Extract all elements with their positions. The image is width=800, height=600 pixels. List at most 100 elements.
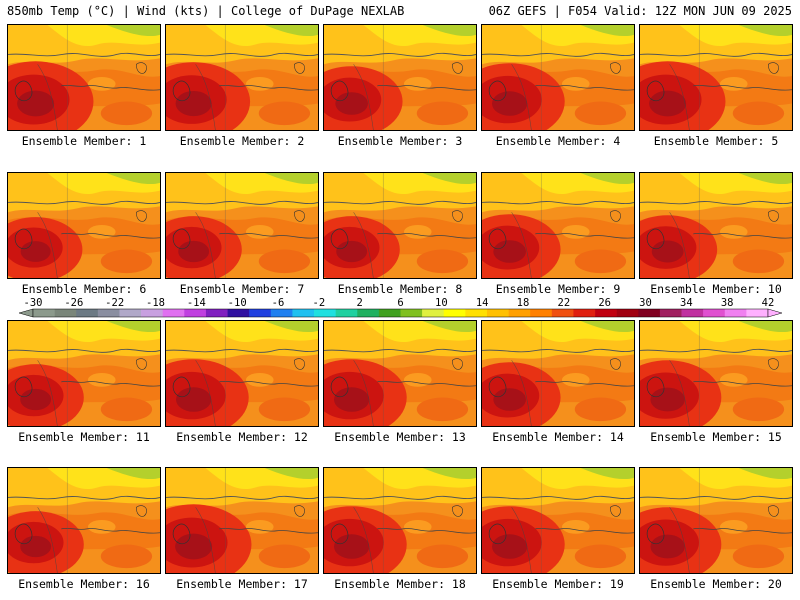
colorbar-swatch	[703, 309, 726, 317]
colorbar-tick-label: -22	[105, 297, 124, 309]
colorbar-tick-label: 42	[762, 297, 775, 309]
colorbar-swatch	[422, 309, 445, 317]
temperature-field	[482, 25, 634, 130]
ensemble-member-map-11	[7, 320, 161, 427]
ensemble-member-map-16	[7, 467, 161, 574]
colorbar-tick-label: 14	[476, 297, 489, 309]
colorbar-swatch	[270, 309, 293, 317]
ensemble-member-map-15	[639, 320, 793, 427]
temperature-field	[166, 468, 318, 573]
colorbar-swatch	[400, 309, 423, 317]
ensemble-member-label: Ensemble Member: 18	[334, 577, 466, 591]
ensemble-member-map-2	[165, 24, 319, 131]
colorbar-swatch	[638, 309, 661, 317]
ensemble-member-map-6	[7, 172, 161, 279]
ensemble-member-map-3	[323, 24, 477, 131]
temperature-field	[640, 321, 792, 426]
temperature-field	[482, 321, 634, 426]
ensemble-member-label: Ensemble Member: 12	[176, 430, 308, 444]
ensemble-member-label: Ensemble Member: 7	[179, 282, 305, 296]
ensemble-member-label: Ensemble Member: 5	[653, 134, 779, 148]
colorbar-swatch	[551, 309, 574, 317]
ensemble-member-map-7	[165, 172, 319, 279]
colorbar-swatch	[314, 309, 336, 317]
temperature-field	[8, 25, 160, 130]
ensemble-member-map-4	[481, 24, 635, 131]
colorbar-swatch	[249, 309, 272, 317]
map-header-valid-time: 06Z GEFS | F054 Valid: 12Z MON JUN 09 20…	[488, 4, 792, 18]
ensemble-member-label: Ensemble Member: 3	[337, 134, 463, 148]
temperature-field	[166, 173, 318, 278]
ensemble-member-label: Ensemble Member: 11	[18, 430, 150, 444]
colorbar-swatch	[119, 309, 142, 317]
colorbar-swatch	[378, 309, 401, 317]
colorbar-tick-label: -14	[187, 297, 206, 309]
colorbar-tick-label: -2	[313, 297, 326, 309]
colorbar-swatch	[659, 309, 682, 317]
colorbar-tick-label: -26	[64, 297, 83, 309]
temperature-colorbar: -30 -26 -22 -18 -14 -10 -6 -2 2 6 10 14 18 22 26 30 34 38…	[18, 297, 783, 318]
temperature-field	[324, 25, 476, 130]
temperature-field	[324, 321, 476, 426]
colorbar-tick-label: -6	[272, 297, 285, 309]
colorbar-swatch	[33, 309, 55, 317]
ensemble-member-label: Ensemble Member: 14	[492, 430, 624, 444]
colorbar-swatch	[486, 309, 509, 317]
ensemble-member-map-17	[165, 467, 319, 574]
temperature-field	[324, 468, 476, 573]
colorbar-swatch	[97, 309, 120, 317]
colorbar-swatch	[616, 309, 639, 317]
colorbar-tick-label: 22	[558, 297, 571, 309]
colorbar-swatch	[227, 309, 250, 317]
colorbar-tick-label: 26	[598, 297, 611, 309]
temperature-field	[8, 173, 160, 278]
colorbar-swatch	[595, 309, 617, 317]
ensemble-member-label: Ensemble Member: 8	[337, 282, 463, 296]
ensemble-member-map-5	[639, 24, 793, 131]
temperature-field	[640, 468, 792, 573]
ensemble-member-map-19	[481, 467, 635, 574]
ensemble-member-map-8	[323, 172, 477, 279]
colorbar-tick-label: 38	[721, 297, 734, 309]
ensemble-member-map-12	[165, 320, 319, 427]
ensemble-member-map-9	[481, 172, 635, 279]
ensemble-member-map-1	[7, 24, 161, 131]
ensemble-member-label: Ensemble Member: 2	[179, 134, 305, 148]
ensemble-member-label: Ensemble Member: 10	[650, 282, 782, 296]
colorbar-swatch	[292, 309, 315, 317]
ensemble-member-label: Ensemble Member: 20	[650, 577, 782, 591]
map-header-title: 850mb Temp (°C) | Wind (kts) | College o…	[7, 4, 405, 18]
ensemble-member-label: Ensemble Member: 6	[21, 282, 147, 296]
colorbar-swatch	[573, 309, 596, 317]
temperature-field	[640, 25, 792, 130]
colorbar-tick-label: 18	[517, 297, 530, 309]
ensemble-member-label: Ensemble Member: 1	[21, 134, 147, 148]
ensemble-member-label: Ensemble Member: 4	[495, 134, 621, 148]
ensemble-member-label: Ensemble Member: 19	[492, 577, 624, 591]
ensemble-member-label: Ensemble Member: 9	[495, 282, 621, 296]
ensemble-member-map-13	[323, 320, 477, 427]
colorbar-tick-label: 34	[680, 297, 693, 309]
temperature-field	[482, 468, 634, 573]
colorbar-swatch	[205, 309, 228, 317]
colorbar-max-arrow	[767, 308, 783, 318]
colorbar-swatch	[746, 309, 769, 317]
colorbar-swatch	[357, 309, 380, 317]
colorbar-tick-label: -18	[146, 297, 165, 309]
temperature-field	[640, 173, 792, 278]
colorbar-swatch	[508, 309, 531, 317]
ensemble-member-label: Ensemble Member: 13	[334, 430, 466, 444]
colorbar-swatch	[141, 309, 164, 317]
colorbar-swatch	[443, 309, 466, 317]
ensemble-member-map-18	[323, 467, 477, 574]
colorbar-tick-label: 30	[639, 297, 652, 309]
colorbar-tick-label: 6	[397, 297, 403, 309]
colorbar-swatch	[162, 309, 185, 317]
ensemble-member-map-20	[639, 467, 793, 574]
temperature-field	[8, 321, 160, 426]
temperature-field	[166, 25, 318, 130]
ensemble-member-label: Ensemble Member: 16	[18, 577, 150, 591]
ensemble-member-label: Ensemble Member: 15	[650, 430, 782, 444]
colorbar-tick-label: -10	[228, 297, 247, 309]
colorbar-swatch	[530, 309, 553, 317]
